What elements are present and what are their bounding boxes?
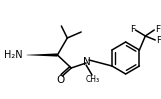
Text: O: O <box>56 75 65 85</box>
Text: CH₃: CH₃ <box>86 76 100 85</box>
Text: F: F <box>155 24 160 33</box>
Polygon shape <box>27 53 57 57</box>
Text: N: N <box>83 57 91 67</box>
Text: F: F <box>130 24 135 33</box>
Text: H₂N: H₂N <box>4 50 22 60</box>
Text: F: F <box>156 36 161 44</box>
